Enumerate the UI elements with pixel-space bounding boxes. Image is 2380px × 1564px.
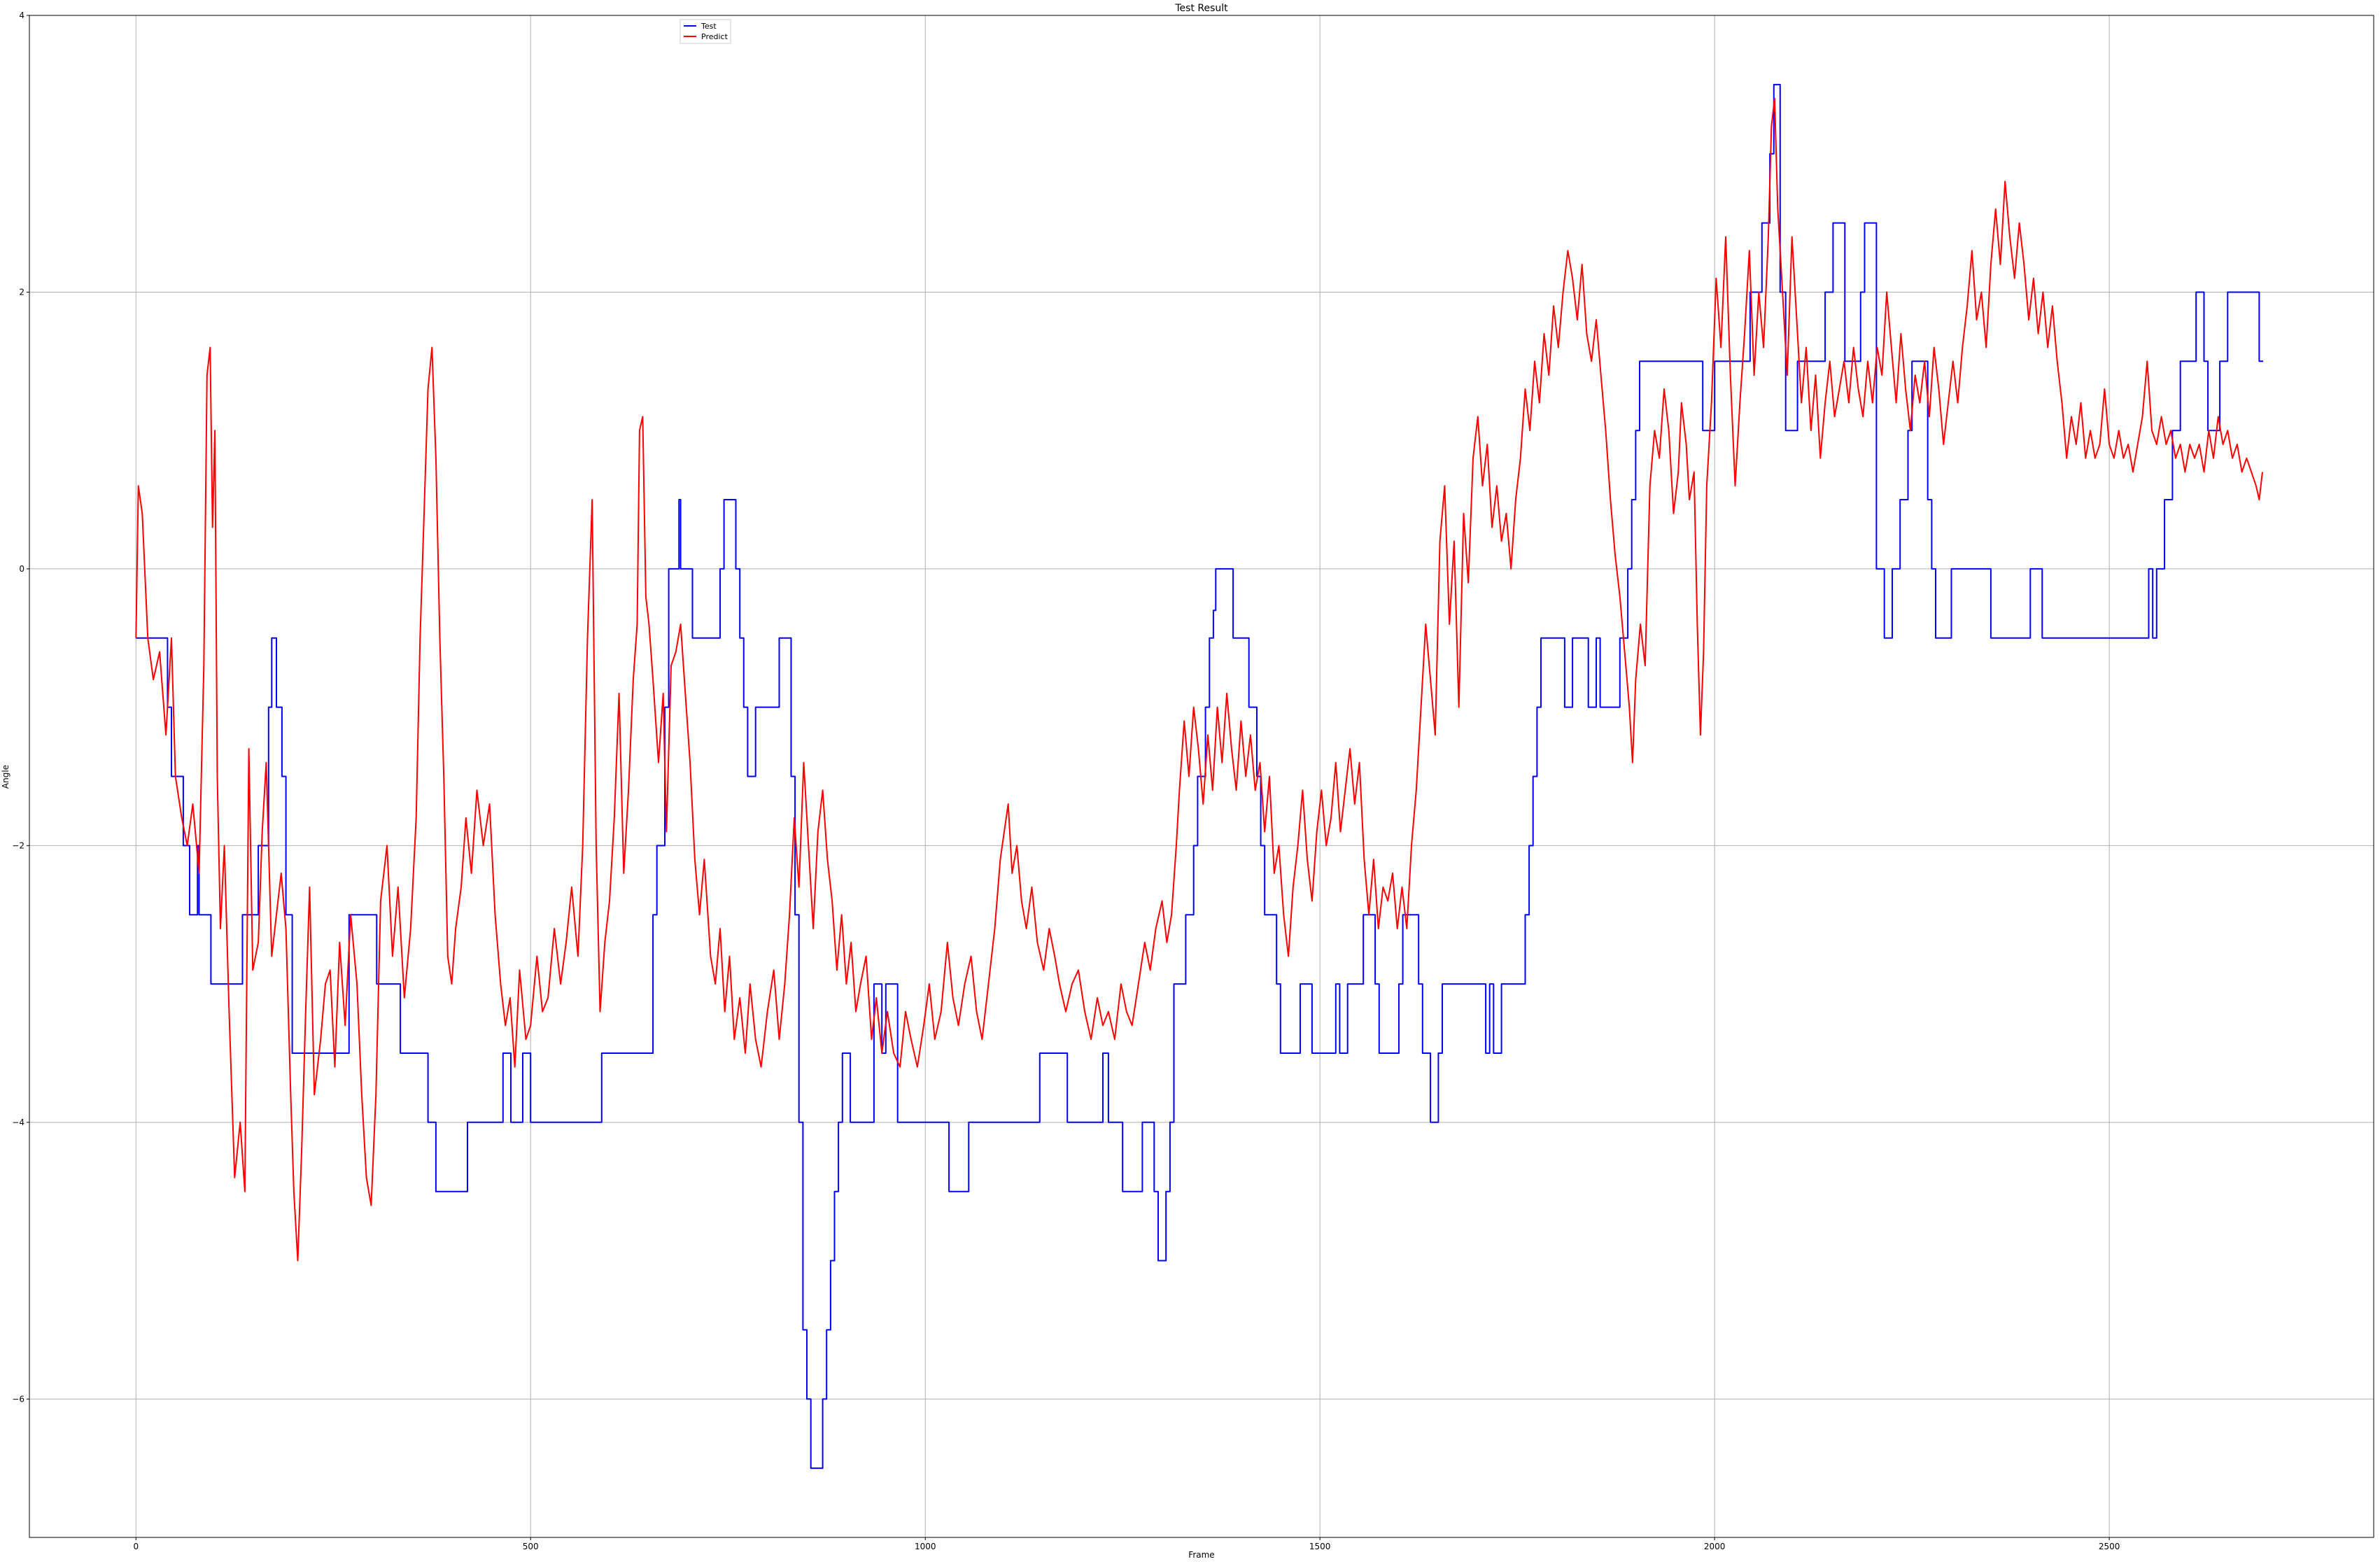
y-tick-label: 2 [19, 287, 24, 297]
y-tick-label: −2 [12, 840, 24, 850]
y-axis-ticks: −6 −4 −2 0 2 4 [12, 10, 29, 1404]
x-tick-label: 500 [523, 1542, 539, 1551]
plot-frame [29, 15, 2374, 1538]
legend-box [680, 19, 731, 44]
legend-label-test: Test [700, 22, 717, 31]
legend-label-predict: Predict [701, 32, 728, 41]
x-axis-label: Frame [1188, 1550, 1214, 1560]
y-tick-label: 0 [19, 564, 24, 574]
chart-title: Test Result [1174, 3, 1228, 14]
x-tick-label: 2000 [1704, 1542, 1726, 1551]
y-tick-label: −4 [12, 1118, 24, 1127]
series-lines [135, 83, 2264, 1470]
legend: Test Predict [680, 19, 731, 44]
x-tick-label: 1500 [1309, 1542, 1331, 1551]
y-axis-label: Angle [1, 765, 10, 789]
y-tick-label: −6 [12, 1394, 24, 1404]
y-tick-label: 4 [19, 10, 24, 20]
x-tick-label: 2500 [2099, 1542, 2120, 1551]
series-line-predict [135, 97, 2263, 1262]
x-tick-label: 1000 [915, 1542, 936, 1551]
series-line-test [136, 83, 2264, 1470]
x-tick-label: 0 [133, 1542, 139, 1551]
x-axis-ticks: 0 500 1000 1500 2000 2500 [133, 1537, 2120, 1551]
